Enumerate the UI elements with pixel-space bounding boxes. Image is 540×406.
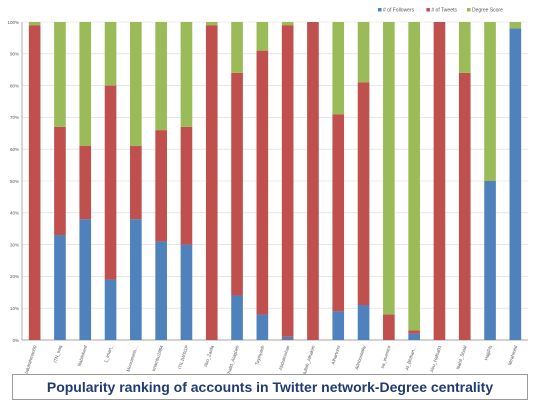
bar-of-tweets (256, 50, 269, 315)
x-tick-label: Al_Bhthan… (404, 345, 417, 371)
y-tick-label: 80% (10, 83, 19, 88)
bar-of-tweets (104, 85, 117, 280)
legend-label: Degree Score (472, 8, 503, 14)
bar-degree-score (458, 22, 471, 73)
bar-degree-score (408, 22, 420, 331)
x-tick-label: Mr/ahmed (507, 344, 518, 366)
x-tick-label: Moorameis… (126, 345, 139, 373)
x-tick-label: Nabilsherif (77, 344, 89, 367)
bar-of-tweets (205, 25, 218, 341)
x-tick-label: Adnbusaaky (354, 344, 367, 370)
legend-swatch (378, 8, 382, 12)
x-tick-label: sa_inventor (380, 344, 392, 369)
bar-of-followers (256, 314, 269, 340)
bar-of-followers (130, 219, 142, 340)
y-tick-label: 90% (10, 52, 19, 57)
legend-label: # of Followers (383, 8, 415, 14)
bar-of-tweets (155, 130, 167, 242)
bar-of-tweets (28, 25, 41, 341)
bar-degree-score (231, 22, 243, 73)
x-tick-label: Tayinyash (254, 344, 265, 365)
bar-degree-score (155, 22, 167, 131)
bar-degree-score (383, 22, 395, 315)
bar-of-followers (484, 181, 496, 340)
bar-of-tweets (281, 25, 294, 337)
bar-of-tweets (54, 126, 66, 236)
bar-of-followers (332, 311, 345, 340)
x-tick-label: ITN_Iraq (53, 344, 63, 363)
y-tick-label: 60% (10, 147, 19, 152)
x-tick-label: Khalid_Alagbeh (225, 344, 240, 377)
bar-of-tweets (130, 146, 142, 220)
bar-of-tweets (180, 126, 193, 245)
bar-of-followers (281, 336, 294, 340)
bar-of-followers (104, 279, 117, 340)
x-tick-label: Abu_Hafsa01 (429, 344, 442, 372)
bar-of-tweets (307, 22, 319, 340)
bar-degree-score (180, 22, 193, 127)
gridlines (22, 21, 528, 341)
x-tick-label: Imambu1984 (151, 344, 164, 371)
y-tick-labels: 0% 10% 20% 30% 40% 50% 60% 70% 80% 90% 100% (7, 20, 19, 343)
x-tick-label: 1_Iman_ (103, 344, 113, 363)
bar-degree-score (79, 22, 92, 147)
bar-degree-score (104, 22, 117, 86)
bar-of-followers (79, 219, 92, 340)
y-tick-label: 100% (7, 20, 19, 25)
y-tick-label: 70% (10, 115, 19, 120)
legend: # of Followers # of Tweets Degree Score (378, 8, 503, 14)
x-tick-label: HajjiPls (484, 344, 494, 361)
x-tick-label: Abdulmohan (278, 344, 291, 371)
bar-of-tweets (79, 146, 92, 220)
bars (28, 22, 522, 341)
y-tick-label: 50% (10, 179, 19, 184)
legend-label: # of Tweets (431, 8, 457, 14)
y-tick-label: 10% (10, 306, 19, 311)
bar-of-followers (357, 305, 370, 340)
bar-degree-score (509, 22, 522, 29)
bar-of-followers (180, 244, 193, 340)
x-tick-label: ITIL1WSGP (177, 345, 189, 370)
bar-of-tweets (383, 314, 395, 340)
bar-degree-score (256, 22, 269, 51)
bar-degree-score (357, 22, 370, 83)
bar-of-tweets (433, 22, 446, 340)
y-tick-label: 30% (10, 242, 19, 247)
y-tick-label: 0% (12, 338, 19, 343)
caption-box: Popularity ranking of accounts in Twitte… (12, 374, 528, 400)
bar-of-followers (509, 28, 522, 341)
bar-degree-score (205, 22, 218, 26)
bar-degree-score (484, 22, 496, 181)
bar-of-tweets (408, 330, 420, 334)
x-tick-label: Abdulrahman00 (23, 344, 38, 377)
bar-of-tweets (231, 72, 243, 296)
bar-degree-score (332, 22, 345, 115)
bar-degree-score (281, 22, 294, 26)
bar-degree-score (54, 22, 66, 127)
x-tick-label: Alhartorni (330, 345, 341, 365)
legend-swatch (426, 8, 430, 12)
bar-of-followers (155, 241, 167, 340)
bar-of-tweets (332, 114, 345, 312)
legend-swatch (467, 8, 471, 12)
y-tick-label: 20% (10, 274, 19, 279)
x-tick-label: Nabil_Shaal (455, 345, 467, 370)
bar-degree-score (28, 22, 41, 26)
y-tick-label: 40% (10, 211, 19, 216)
bar-of-tweets (357, 82, 370, 306)
bar-of-followers (408, 333, 420, 340)
bar-of-followers (54, 235, 66, 340)
bar-of-followers (231, 295, 243, 340)
bar-of-tweets (458, 72, 471, 340)
bar-degree-score (130, 22, 142, 147)
caption-title: Popularity ranking of accounts in Twitte… (46, 379, 494, 395)
x-tick-label: Abo_Zaafa (203, 344, 215, 367)
